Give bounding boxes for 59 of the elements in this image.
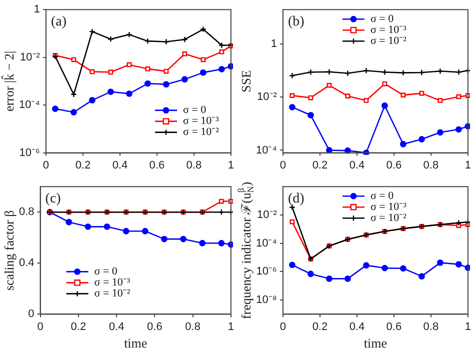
legend-label: σ = 10⁻³ (370, 200, 408, 213)
y-tick-label: 10⁻² (20, 51, 40, 64)
legend-label: σ = 10⁻² (94, 288, 131, 300)
x-tick-label: 0.2 (312, 320, 328, 333)
legend-label: σ = 0 (183, 104, 207, 116)
y-axis-title: scaling factor β (1, 210, 16, 291)
annotation: (a) (50, 14, 67, 30)
x-tick-label: 1 (228, 159, 234, 172)
x-tick-label: 0.6 (149, 159, 165, 172)
x-tick-label: 0.4 (112, 159, 128, 172)
x-tick-label: 0 (280, 159, 286, 172)
x-tick-label: 0.6 (386, 320, 402, 333)
y-tick-label: 10⁻⁴ (256, 237, 278, 250)
legend-label: σ = 10⁻³ (94, 276, 131, 289)
y-tick-label: 10⁻² (257, 208, 278, 221)
x-tick-label: 0.8 (423, 159, 439, 172)
legend-label: σ = 10⁻² (183, 126, 220, 138)
y-axis-title: SSE (238, 70, 254, 92)
annotation: (c) (45, 191, 62, 206)
x-axis-title: time (124, 336, 148, 351)
annotation: (d) (288, 191, 305, 206)
y-tick-label: 1 (270, 38, 277, 50)
y-tick-label: 10⁻⁴ (256, 144, 278, 156)
y-tick-label: 1 (34, 4, 40, 16)
x-tick-label: 0.4 (349, 320, 365, 333)
y-tick-label: 0.8 (18, 206, 34, 218)
y-axis-title: frequency indicator ℱ(uNβ) (236, 182, 256, 320)
y-tick-label: 10⁻² (257, 91, 278, 104)
x-tick-label: 0.4 (108, 320, 124, 333)
legend-label: σ = 10⁻³ (183, 115, 220, 128)
x-tick-label: 1 (464, 159, 472, 172)
y-tick-label: 0.4 (18, 257, 34, 270)
x-tick-label: 1 (464, 320, 472, 333)
y-tick-label: 10⁻⁶ (256, 266, 277, 278)
x-tick-label: 1 (228, 320, 234, 333)
y-tick-label: 10⁻⁴ (18, 99, 40, 112)
legend-label: σ = 10⁻² (370, 212, 408, 224)
x-tick-label: 0.2 (75, 159, 91, 172)
x-tick-label: 0.6 (147, 320, 162, 333)
x-axis-title: time (364, 336, 388, 351)
x-tick-label: 0.2 (70, 320, 86, 333)
legend-label: σ = 0 (94, 266, 118, 278)
x-tick-label: 0 (42, 159, 50, 172)
legend-label: σ = 0 (370, 12, 394, 25)
legend-label: σ = 10⁻³ (370, 24, 408, 36)
x-tick-label: 0 (280, 320, 286, 333)
x-tick-label: 0.6 (386, 159, 402, 172)
x-tick-label: 0.2 (312, 159, 328, 172)
x-tick-label: 0.8 (186, 159, 202, 172)
y-tick-label: 10⁻⁸ (256, 294, 277, 306)
y-tick-label: 0 (28, 308, 34, 320)
x-tick-label: 0.4 (349, 159, 365, 172)
x-tick-label: 0.8 (423, 320, 439, 333)
legend-label: σ = 10⁻² (370, 34, 408, 47)
y-axis-title: error |k̂ − 2| (0, 50, 16, 112)
annotation: (b) (288, 14, 305, 30)
x-tick-label: 0.8 (185, 320, 200, 333)
y-tick-label: 10⁻⁶ (19, 146, 40, 159)
legend-label: σ = 0 (370, 190, 394, 202)
